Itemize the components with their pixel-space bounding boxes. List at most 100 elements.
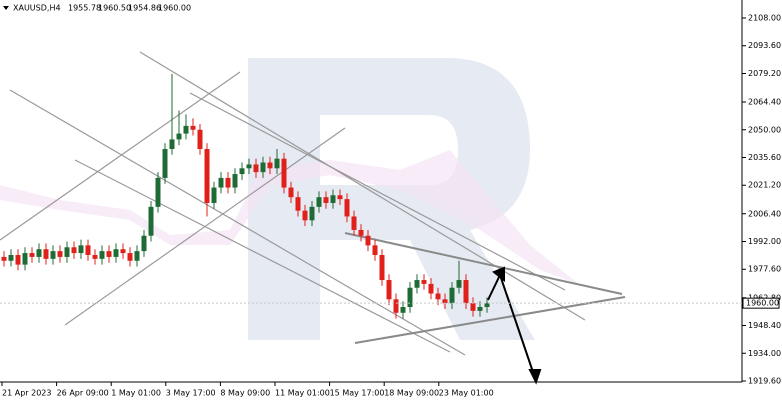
candle-body: [71, 247, 77, 254]
y-tick-label: 2021.20: [748, 181, 781, 190]
candle-body: [204, 149, 210, 203]
candle-body: [281, 158, 287, 188]
candle-body: [365, 235, 371, 246]
candle-body: [120, 249, 126, 254]
candle-body: [8, 254, 14, 261]
candle-body: [302, 210, 308, 221]
candle-body: [232, 174, 238, 188]
x-tick-label: 1 May 01:00: [111, 389, 161, 398]
y-tick-label: 2035.60: [748, 153, 781, 162]
candle-body: [218, 177, 224, 188]
candle-body: [211, 187, 217, 203]
candle-body: [295, 197, 301, 211]
y-tick-label: 1934.00: [748, 349, 781, 358]
candle-body: [449, 287, 455, 304]
x-tick-label: 18 May 09:00: [384, 389, 439, 398]
trend-line: [189, 92, 566, 291]
candle-body: [155, 177, 161, 207]
candle-body: [351, 216, 357, 230]
open: 1955.78: [68, 4, 101, 13]
y-tick-label: 2006.40: [748, 209, 781, 218]
candle-body: [260, 162, 266, 173]
candle-body: [92, 254, 98, 259]
candle-body: [309, 206, 315, 221]
candle-body: [113, 249, 119, 257]
candle-body: [288, 187, 294, 198]
candle-body: [169, 139, 175, 150]
trend-line: [9, 89, 466, 356]
candle-body: [239, 168, 245, 175]
candles: [1, 73, 490, 319]
candle-body: [134, 251, 140, 261]
trend-lines: [0, 51, 626, 356]
candle-body: [190, 125, 196, 130]
candle-body: [477, 307, 483, 311]
y-tick-label: 1948.40: [748, 321, 781, 330]
y-tick-label: 2064.40: [748, 98, 781, 107]
candle-body: [316, 197, 322, 207]
candle-body: [253, 164, 259, 173]
trend-line: [64, 127, 346, 326]
candle-body: [99, 251, 105, 259]
candle-body: [106, 251, 112, 257]
candle-body: [386, 280, 392, 300]
trend-line: [139, 51, 586, 321]
candle-body: [29, 253, 35, 257]
candle-body: [407, 287, 413, 308]
candle-body: [43, 249, 49, 259]
forecast-arrows: [487, 266, 542, 385]
candle-body: [484, 303, 490, 308]
x-tick-label: 15 May 17:00: [330, 389, 385, 398]
candle-body: [358, 229, 364, 236]
candle-body: [15, 254, 21, 265]
candle-body: [337, 195, 343, 200]
current-price-box: [742, 297, 780, 309]
x-tick-label: 23 May 01:00: [439, 389, 494, 398]
candle-body: [393, 299, 399, 313]
y-tick-label: 2093.60: [748, 41, 781, 50]
candle-body: [456, 280, 462, 288]
candle-body: [78, 245, 84, 254]
candle-body: [323, 197, 329, 203]
arrow-head: [528, 369, 542, 385]
candle-body: [64, 247, 70, 257]
candle-body: [50, 251, 56, 259]
y-tick-label: 1992.00: [748, 237, 781, 246]
candle-body: [162, 149, 168, 178]
y-tick-label: 1919.60: [748, 377, 781, 386]
ichimoku-cloud: [0, 150, 580, 285]
current-price-label: 1960.00: [746, 299, 779, 308]
candle-body: [414, 280, 420, 288]
candle-body: [435, 293, 441, 300]
candle-body: [141, 235, 147, 252]
candle-body: [442, 299, 448, 304]
x-tick-label: 26 Apr 09:00: [57, 389, 109, 398]
symbol: XAUUSD,H4: [13, 4, 61, 13]
y-tick-label: 1977.60: [748, 265, 781, 274]
candle-body: [421, 280, 427, 284]
arrow-head: [492, 266, 505, 283]
x-tick-label: 3 May 17:00: [166, 389, 216, 398]
close: 1960.00: [158, 4, 191, 13]
candle-body: [1, 256, 7, 261]
high: 1960.50: [98, 4, 131, 13]
header: XAUUSD,H4 1955.78 1960.50 1954.86 1960.0…: [3, 4, 191, 13]
candle-body: [183, 125, 189, 134]
menu-icon: [3, 6, 9, 10]
candle-body: [57, 251, 63, 257]
candle-body: [267, 162, 273, 169]
candle-body: [428, 283, 434, 294]
candle-body: [379, 254, 385, 281]
candle-body: [36, 249, 42, 257]
candle-body: [225, 177, 231, 188]
triangle-top: [344, 232, 623, 295]
candle-body: [274, 158, 280, 169]
candle-body: [176, 133, 182, 140]
candle-body: [127, 253, 133, 261]
low: 1954.86: [128, 4, 161, 13]
candle-body: [148, 206, 154, 236]
candle-body: [197, 129, 203, 150]
candle-body: [372, 245, 378, 255]
candle-body: [400, 307, 406, 313]
